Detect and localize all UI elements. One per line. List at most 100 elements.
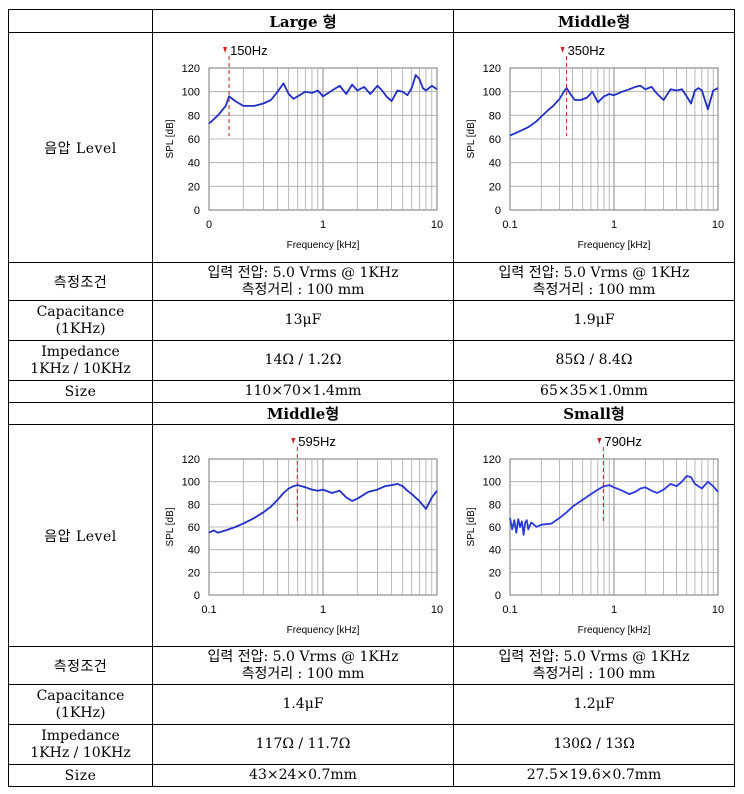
measure-cond-middle-2: 입력 전압: 5.0 Vrms @ 1KHz 측정거리 : 100 mm (152, 646, 454, 685)
header-large-type: Large 형 (152, 9, 454, 33)
impedance-label-line2: 1KHz / 10KHz (30, 744, 131, 761)
resonance-marker-label: 790Hz (604, 434, 642, 449)
header-middle-type-2: Middle형 (152, 402, 454, 425)
y-tick-label: 20 (188, 181, 200, 193)
cond-line-2: 측정거리 : 100 mm (532, 665, 656, 682)
corner-cell (8, 402, 153, 425)
y-tick-label: 120 (182, 63, 200, 75)
y-tick-label: 60 (489, 522, 501, 534)
x-tick-label: 10 (712, 219, 724, 231)
size-label: Size (8, 380, 153, 403)
cond-line-2: 측정거리 : 100 mm (241, 281, 365, 298)
impedance-label: Impedance 1KHz / 10KHz (8, 340, 153, 381)
y-tick-label: 20 (489, 567, 501, 579)
capacitance-middle-2: 1.4μF (152, 684, 454, 725)
y-tick-label: 60 (188, 134, 200, 146)
y-tick-label: 40 (188, 544, 200, 556)
spl-chart-large: 0 20 40 60 80 100 120 0 1 10 Frequency [kHz] SPL [d… (165, 43, 443, 251)
measure-cond-large: 입력 전압: 5.0 Vrms @ 1KHz 측정거리 : 100 mm (152, 262, 454, 301)
chart-cell-large: 0 20 40 60 80 100 120 0 1 10 Frequency [kHz] SPL [d… (152, 32, 454, 263)
spl-series-line (208, 73, 438, 124)
x-tick-label: 1 (611, 219, 617, 231)
x-axis-label: Frequency [kHz] (287, 625, 360, 636)
capacitance-label-line1: Capacitance (36, 687, 125, 704)
x-tick-label: 10 (431, 604, 443, 616)
cond-line-2: 측정거리 : 100 mm (241, 665, 365, 682)
size-small: 27.5×19.6×0.7mm (453, 764, 735, 787)
y-axis-label: SPL [dB] (466, 507, 477, 546)
y-tick-label: 120 (483, 63, 501, 75)
x-axis-label: Frequency [kHz] (578, 625, 651, 636)
spl-series-line (509, 474, 719, 536)
resonance-marker-arrow (560, 46, 565, 53)
x-tick-label: 1 (320, 219, 326, 231)
measure-cond-label: 측정조건 (8, 262, 153, 301)
impedance-label: Impedance 1KHz / 10KHz (8, 724, 153, 765)
x-tick-label: 0 (206, 219, 212, 231)
x-axis-label: Frequency [kHz] (578, 240, 651, 251)
x-tick-label: 0.1 (201, 604, 216, 616)
capacitance-label-line2: (1KHz) (55, 704, 106, 721)
capacitance-label-line1: Capacitance (36, 303, 125, 320)
y-tick-label: 60 (188, 522, 200, 534)
y-tick-label: 0 (194, 205, 200, 217)
corner-cell (8, 9, 153, 33)
y-axis-label: SPL [dB] (165, 507, 176, 546)
y-tick-label: 20 (489, 181, 501, 193)
resonance-marker-arrow (291, 437, 296, 444)
spec-table-top: Large 형 Middle형 음압 Level 0 20 40 60 80 100 120… (8, 9, 735, 403)
cond-line-1: 입력 전압: 5.0 Vrms @ 1KHz (207, 264, 399, 281)
spl-chart-middle: 0 20 40 60 80 100 120 0.1 1 10 Frequency [kHz] SPL … (466, 43, 724, 251)
y-tick-label: 120 (483, 454, 501, 466)
capacitance-middle: 1.9μF (453, 300, 735, 341)
size-middle: 65×35×1.0mm (453, 380, 735, 403)
y-tick-label: 40 (489, 544, 501, 556)
y-tick-label: 80 (188, 499, 200, 511)
y-tick-label: 0 (495, 205, 501, 217)
spl-level-label: 음압 Level (8, 32, 153, 263)
spl-chart-small: 0 20 40 60 80 100 120 0.1 1 10 Frequency [kHz] SPL … (466, 434, 724, 636)
header-small-type: Small형 (453, 402, 735, 425)
spl-level-label: 음압 Level (8, 424, 153, 647)
header-middle-type: Middle형 (453, 9, 735, 33)
cond-line-1: 입력 전압: 5.0 Vrms @ 1KHz (498, 264, 690, 281)
y-tick-label: 100 (182, 476, 200, 488)
resonance-marker-label: 150Hz (230, 43, 268, 58)
y-tick-label: 40 (489, 157, 501, 169)
chart-cell-middle-2: 0 20 40 60 80 100 120 0.1 1 10 Frequency [kHz] SPL … (152, 424, 454, 647)
spl-series-line (509, 84, 719, 136)
y-tick-label: 80 (489, 499, 501, 511)
y-tick-label: 0 (194, 590, 200, 602)
impedance-small: 130Ω / 13Ω (453, 724, 735, 765)
impedance-middle-2: 117Ω / 11.7Ω (152, 724, 454, 765)
spl-series-line (208, 482, 438, 534)
resonance-marker-arrow (597, 437, 602, 444)
y-tick-label: 60 (489, 134, 501, 146)
resonance-marker-label: 595Hz (298, 434, 336, 449)
spl-chart-middle-2: 0 20 40 60 80 100 120 0.1 1 10 Frequency [kHz] SPL … (165, 434, 443, 636)
x-tick-label: 0.1 (502, 604, 517, 616)
size-middle-2: 43×24×0.7mm (152, 764, 454, 787)
cond-line-1: 입력 전압: 5.0 Vrms @ 1KHz (207, 648, 399, 665)
impedance-label-line1: Impedance (41, 343, 120, 360)
y-tick-label: 20 (188, 567, 200, 579)
x-axis-label: Frequency [kHz] (287, 240, 360, 251)
y-tick-label: 120 (182, 454, 200, 466)
y-axis-label: SPL [dB] (466, 119, 477, 158)
spec-table-bottom: Middle형 Small형 음압 Level 0 20 40 60 80 100 120 0… (8, 402, 735, 787)
measure-cond-small: 입력 전압: 5.0 Vrms @ 1KHz 측정거리 : 100 mm (453, 646, 735, 685)
size-label: Size (8, 764, 153, 787)
y-tick-label: 100 (182, 86, 200, 98)
x-tick-label: 1 (611, 604, 617, 616)
y-tick-label: 80 (188, 110, 200, 122)
capacitance-label-line2: (1KHz) (55, 320, 106, 337)
x-tick-label: 10 (712, 604, 724, 616)
y-axis-label: SPL [dB] (165, 119, 176, 158)
x-tick-label: 10 (431, 219, 443, 231)
chart-cell-middle: 0 20 40 60 80 100 120 0.1 1 10 Frequency [kHz] SPL … (453, 32, 735, 263)
capacitance-large: 13μF (152, 300, 454, 341)
impedance-middle: 85Ω / 8.4Ω (453, 340, 735, 381)
capacitance-small: 1.2μF (453, 684, 735, 725)
y-tick-label: 100 (483, 476, 501, 488)
measure-cond-label: 측정조건 (8, 646, 153, 685)
